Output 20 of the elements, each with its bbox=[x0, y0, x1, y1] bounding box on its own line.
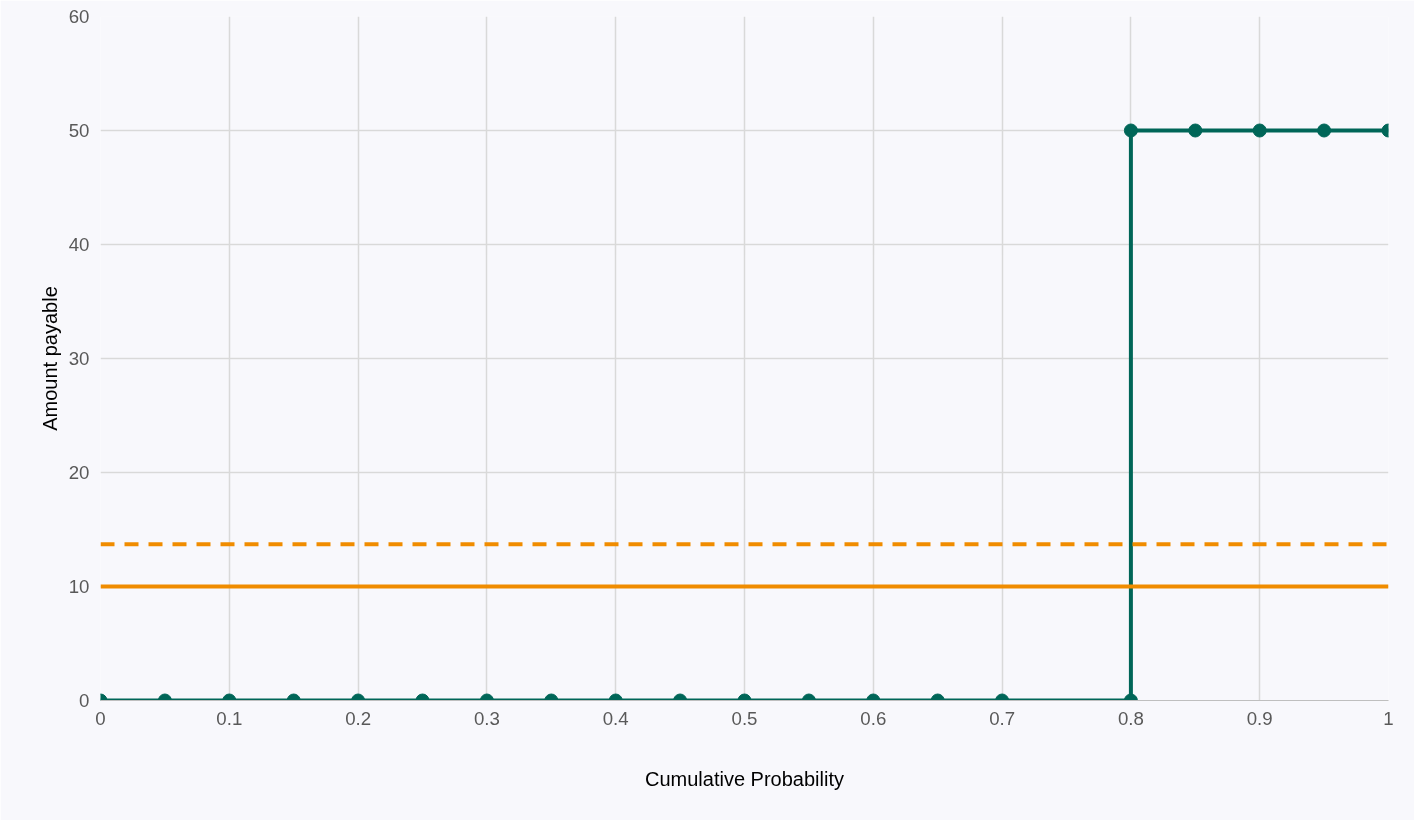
x-tick-label: 0.1 bbox=[216, 707, 243, 729]
y-tick-label: 40 bbox=[68, 234, 90, 255]
y-tick-label: 30 bbox=[68, 348, 90, 369]
y-tick-label: 50 bbox=[68, 120, 90, 141]
x-tick-label: 0.9 bbox=[1246, 707, 1273, 729]
x-tick-label: 0.2 bbox=[345, 707, 372, 729]
x-tick-label: 1 bbox=[1383, 707, 1394, 729]
x-tick-label: 0.4 bbox=[602, 707, 629, 729]
x-tick-label: 0.8 bbox=[1117, 707, 1144, 729]
y-tick-label: 20 bbox=[68, 462, 90, 483]
x-axis-title: Cumulative Probability bbox=[645, 767, 844, 790]
y-tick-label: 0 bbox=[79, 690, 90, 711]
x-tick-label: 0.5 bbox=[731, 707, 758, 729]
x-tick-label: 0.6 bbox=[860, 707, 887, 729]
x-tick-label: 0.7 bbox=[989, 707, 1016, 729]
y-axis-title: Amount payable bbox=[38, 286, 61, 431]
y-tick-label: 60 bbox=[68, 6, 90, 27]
y-tick-label: 10 bbox=[68, 576, 90, 597]
x-tick-label: 0.3 bbox=[473, 707, 500, 729]
x-tick-label: 0 bbox=[95, 707, 106, 729]
